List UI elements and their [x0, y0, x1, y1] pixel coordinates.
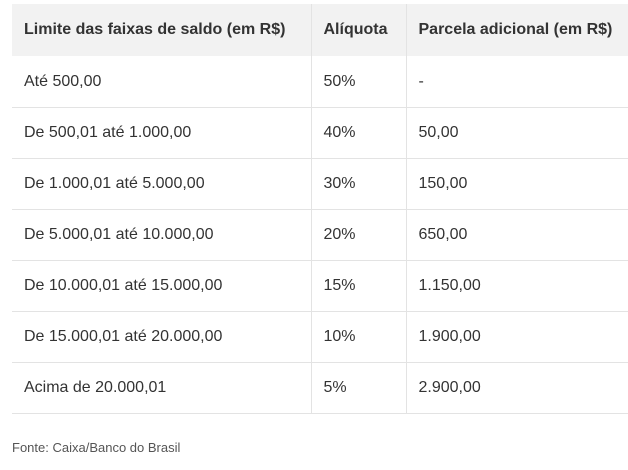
- table-row: De 500,01 até 1.000,00 40% 50,00: [12, 107, 628, 159]
- cell-rate: 10%: [311, 311, 407, 363]
- cell-rate: 15%: [311, 260, 407, 312]
- source-caption: Fonte: Caixa/Banco do Brasil: [12, 440, 181, 455]
- cell-limit: Até 500,00: [12, 56, 312, 108]
- cell-limit: De 5.000,01 até 10.000,00: [12, 209, 312, 261]
- cell-rate: 20%: [311, 209, 407, 261]
- table-row: De 1.000,01 até 5.000,00 30% 150,00: [12, 158, 628, 210]
- table-row: De 5.000,01 até 10.000,00 20% 650,00: [12, 209, 628, 261]
- header-limit: Limite das faixas de saldo (em R$): [12, 4, 312, 56]
- cell-additional: 50,00: [406, 107, 628, 159]
- cell-limit: De 10.000,01 até 15.000,00: [12, 260, 312, 312]
- header-additional: Parcela adicional (em R$): [406, 4, 628, 56]
- cell-additional: 650,00: [406, 209, 628, 261]
- cell-additional: 2.900,00: [406, 362, 628, 414]
- table-row: Até 500,00 50% -: [12, 56, 628, 108]
- table-row: De 10.000,01 até 15.000,00 15% 1.150,00: [12, 260, 628, 312]
- cell-limit: De 500,01 até 1.000,00: [12, 107, 312, 159]
- cell-limit: De 1.000,01 até 5.000,00: [12, 158, 312, 210]
- tax-bracket-table: Limite das faixas de saldo (em R$) Alíqu…: [12, 4, 628, 414]
- cell-rate: 40%: [311, 107, 407, 159]
- table-row: De 15.000,01 até 20.000,00 10% 1.900,00: [12, 311, 628, 363]
- cell-limit: Acima de 20.000,01: [12, 362, 312, 414]
- cell-rate: 50%: [311, 56, 407, 108]
- cell-additional: 1.150,00: [406, 260, 628, 312]
- cell-rate: 5%: [311, 362, 407, 414]
- cell-rate: 30%: [311, 158, 407, 210]
- cell-additional: 150,00: [406, 158, 628, 210]
- header-rate: Alíquota: [311, 4, 407, 56]
- cell-limit: De 15.000,01 até 20.000,00: [12, 311, 312, 363]
- cell-additional: -: [406, 56, 628, 108]
- table-header-row: Limite das faixas de saldo (em R$) Alíqu…: [12, 4, 628, 56]
- cell-additional: 1.900,00: [406, 311, 628, 363]
- table-row: Acima de 20.000,01 5% 2.900,00: [12, 362, 628, 414]
